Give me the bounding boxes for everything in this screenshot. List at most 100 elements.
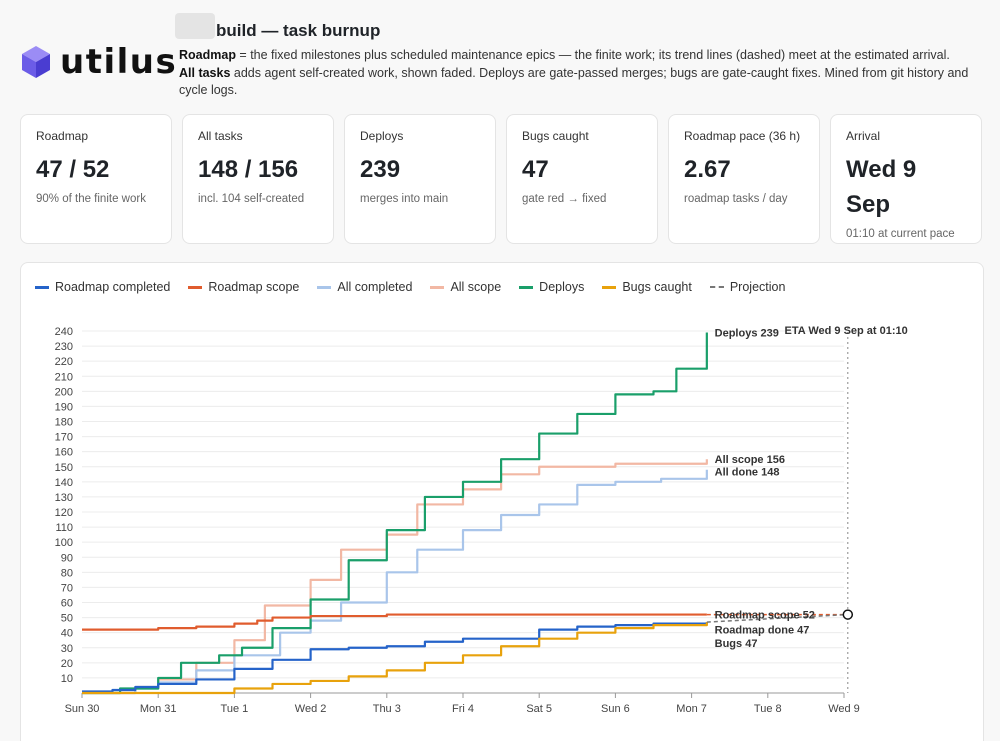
stat-card-value: 47 [522,156,549,183]
stat-card-bugs: Bugs caught 47 gate red → fixed [506,114,658,244]
legend-swatch [709,286,724,288]
y-tick-label: 100 [55,537,73,549]
x-tick-label: Mon 7 [676,703,707,715]
stat-card-label: Arrival [846,129,881,143]
legend-swatch [602,285,617,289]
legend-item[interactable]: Deploys [519,280,584,294]
legend-item[interactable]: Bugs caught [602,280,692,294]
y-tick-label: 150 [55,462,73,474]
stat-card-deploys: Deploys 239 merges into main [344,114,496,244]
y-tick-label: 50 [61,613,73,625]
stat-card-sub: merges into main [360,193,449,205]
series-line-deploys [82,332,708,695]
x-tick-label: Sun 30 [65,703,100,715]
chart-annotation: Roadmap scope 52 [715,610,815,622]
x-tick-label: Mon 31 [140,703,177,715]
stat-card-label: All tasks [198,129,243,143]
x-tick-label: Sun 6 [601,703,630,715]
eta-point [842,609,854,620]
legend-item[interactable]: Projection [709,280,786,294]
y-tick-label: 200 [55,386,73,398]
stat-card-label: Bugs caught [522,129,589,143]
series-line-roadmap-scope [82,613,707,631]
brand-logo: utilus [20,42,177,82]
stat-card-value: Wed 9 Sep [846,156,917,218]
chart-annotation: Bugs 47 [715,638,758,650]
chart-legend: Roadmap completed Roadmap scope All comple… [35,280,785,294]
stat-card-all-tasks: All tasks 148 / 156 incl. 104 self-creat… [182,114,334,244]
y-tick-label: 110 [55,522,73,534]
x-tick-label: Wed 9 [828,703,860,715]
stat-card-sub: roadmap tasks / day [684,193,788,205]
y-tick-label: 20 [61,658,73,670]
stat-card-arrival: Arrival Wed 9 Sep 01:10 at current pace [830,114,982,244]
y-tick-label: 230 [55,341,73,353]
y-tick-label: 180 [55,417,73,429]
y-tick-label: 190 [55,401,73,413]
stat-card-value: 47 / 52 [36,156,110,183]
y-tick-label: 140 [55,477,73,489]
y-tick-label: 40 [61,628,73,640]
y-tick-label: 170 [55,432,73,444]
stat-card-label: Roadmap [36,129,89,143]
legend-item[interactable]: Roadmap completed [35,280,170,294]
projection-line [706,613,848,623]
stat-cards: Roadmap 47 / 52 90% of the finite work A… [20,114,982,244]
chart-annotation: Roadmap done 47 [715,625,810,637]
stat-card-pace: Roadmap pace (36 h) 2.67 roadmap tasks /… [668,114,820,244]
y-tick-label: 90 [61,552,73,564]
cube-logo-icon [22,46,50,78]
legend-swatch [188,285,203,289]
stat-card-label: Roadmap pace (36 h) [684,129,801,143]
chart-annotation: All scope 156 [715,454,785,466]
legend-item[interactable]: All completed [317,280,412,294]
y-tick-label: 240 [55,326,73,338]
legend-swatch [519,285,534,289]
y-tick-label: 10 [61,673,73,685]
stat-card-sub: 01:10 at current pace [846,228,955,240]
series-line-bugs-caught [82,622,708,695]
legend-label: Roadmap scope [208,280,300,294]
x-tick-label: Wed 2 [295,703,327,715]
legend-label: Bugs caught [622,280,692,294]
burnup-chart: Roadmap completed Roadmap scope All comple… [20,262,984,741]
chart-annotation: ETA Wed 9 Sep at 01:10 [785,325,908,337]
page-description: Roadmap = the fixed milestones plus sche… [179,47,989,100]
stat-card-sub: gate red → fixed [522,193,607,205]
y-tick-label: 210 [55,371,73,383]
page-title: build — task burnup [216,21,381,40]
x-tick-label: Tue 1 [221,703,249,715]
legend-label: All completed [337,280,413,294]
stat-card-value: 2.67 [684,156,731,183]
stat-card-sub: incl. 104 self-created [198,193,305,205]
x-tick-label: Fri 4 [452,703,474,715]
desc-alltasks-term: All tasks [179,65,231,80]
stat-card-value: 148 / 156 [198,156,299,183]
redacted-project-name [175,13,215,39]
chart-annotation: All done 148 [715,466,780,478]
legend-label: All scope [450,280,502,294]
chart-annotation: Deploys 239 [715,328,779,340]
y-tick-label: 220 [55,356,73,368]
y-tick-label: 70 [61,582,73,594]
desc-roadmap-term: Roadmap [179,48,236,62]
chart-canvas: 10 20 30 40 50 60 70 80 90 100 110 120 130 140 150 160 1… [55,325,908,715]
legend-swatch [430,285,445,289]
y-tick-label: 60 [61,598,73,610]
y-tick-label: 30 [61,643,73,655]
stat-card-label: Deploys [360,129,404,143]
y-tick-label: 160 [55,447,73,459]
legend-item[interactable]: All scope [430,280,501,294]
legend-label: Projection [729,280,786,294]
legend-swatch [317,285,332,289]
x-tick-label: Sat 5 [526,703,552,715]
brand-name: utilus [60,42,178,82]
stat-card-value: 239 [360,156,401,183]
series-line-roadmap-completed [82,622,708,693]
x-tick-label: Thu 3 [373,703,401,715]
legend-swatch [35,285,49,289]
x-tick-label: Tue 8 [754,703,782,715]
desc-alltasks-text: adds agent self-created work, shown fade… [179,65,969,98]
y-tick-label: 130 [55,492,73,504]
legend-item[interactable]: Roadmap scope [188,280,299,294]
